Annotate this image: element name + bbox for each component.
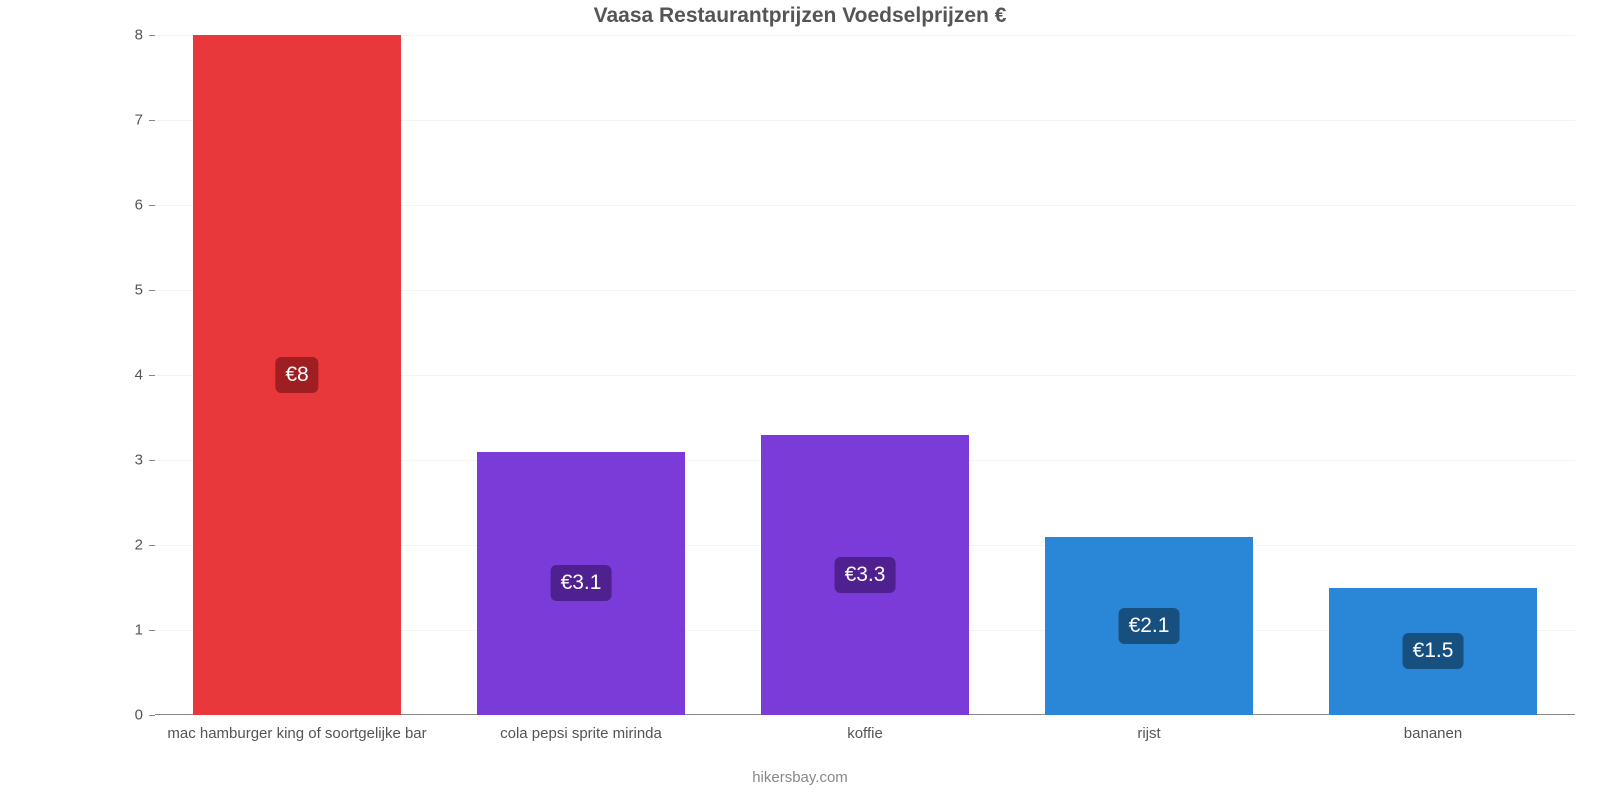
- x-axis-category: rijst: [1137, 725, 1160, 742]
- chart-title: Vaasa Restaurantprijzen Voedselprijzen €: [0, 4, 1600, 28]
- y-axis-label: 6: [135, 197, 143, 214]
- y-tick: [149, 290, 155, 291]
- y-axis-label: 2: [135, 537, 143, 554]
- y-axis-label: 1: [135, 622, 143, 639]
- x-axis-category: cola pepsi sprite mirinda: [500, 725, 662, 742]
- y-tick: [149, 120, 155, 121]
- y-tick: [149, 35, 155, 36]
- y-tick: [149, 630, 155, 631]
- price-bar-chart: Vaasa Restaurantprijzen Voedselprijzen €…: [0, 0, 1600, 800]
- bar-value-label: €2.1: [1119, 608, 1180, 644]
- y-tick: [149, 460, 155, 461]
- y-axis-label: 0: [135, 707, 143, 724]
- x-axis-category: mac hamburger king of soortgelijke bar: [167, 725, 426, 742]
- plot-area: 012345678€8mac hamburger king of soortge…: [155, 35, 1575, 715]
- y-axis-label: 8: [135, 27, 143, 44]
- bar-value-label: €1.5: [1403, 633, 1464, 669]
- y-axis-label: 5: [135, 282, 143, 299]
- y-axis-label: 7: [135, 112, 143, 129]
- y-tick: [149, 205, 155, 206]
- bar-value-label: €3.3: [835, 557, 896, 593]
- x-axis-category: bananen: [1404, 725, 1462, 742]
- y-axis-label: 3: [135, 452, 143, 469]
- y-axis-label: 4: [135, 367, 143, 384]
- bar-value-label: €3.1: [551, 565, 612, 601]
- y-tick: [149, 375, 155, 376]
- chart-credit: hikersbay.com: [0, 769, 1600, 786]
- y-tick: [149, 715, 155, 716]
- bar-value-label: €8: [275, 357, 318, 393]
- x-axis-category: koffie: [847, 725, 883, 742]
- y-tick: [149, 545, 155, 546]
